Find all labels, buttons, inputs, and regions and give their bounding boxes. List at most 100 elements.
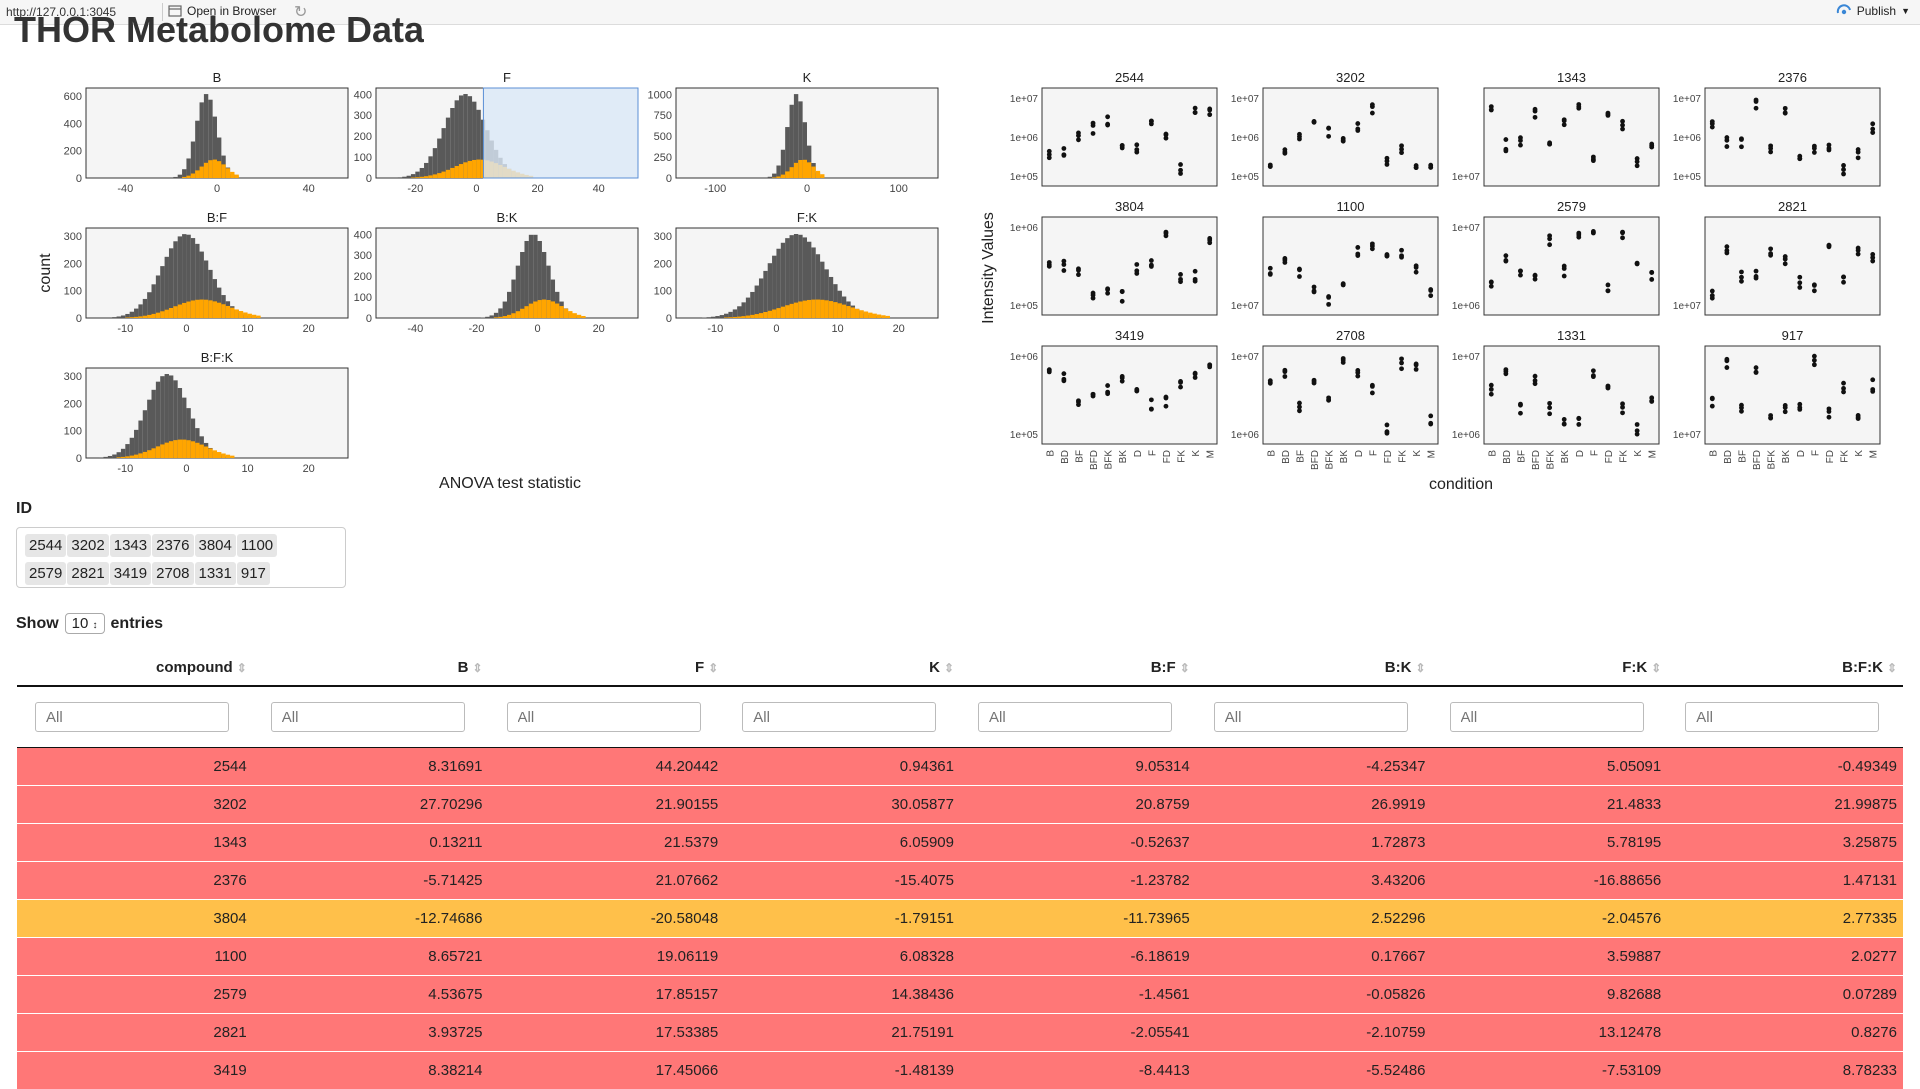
column-header-k[interactable]: K⇕ [724,649,960,686]
histogram-bar [481,317,485,318]
histogram-bar [715,316,719,318]
panel-background [1484,346,1659,444]
brush-selection[interactable] [483,88,638,178]
column-header-fk[interactable]: F:K⇕ [1432,649,1668,686]
table-cell: 3.25875 [1667,824,1903,862]
data-point [1326,395,1331,400]
sort-icon[interactable]: ⇕ [1651,661,1661,675]
id-chip-1100[interactable]: 1100 [237,534,277,557]
data-point [1134,142,1139,147]
entries-select[interactable]: 10 ↕ [65,613,105,634]
data-point [1768,246,1773,251]
column-filter-input-b[interactable] [271,702,465,732]
column-header-bk[interactable]: B:K⇕ [1196,649,1432,686]
id-chip-2579[interactable]: 2579 [25,562,66,585]
id-chip-2544[interactable]: 2544 [25,534,66,557]
data-point [1134,150,1139,155]
data-point [1562,122,1567,127]
data-point [1061,146,1066,151]
id-chip-2821[interactable]: 2821 [67,562,108,585]
column-filter-input-compound[interactable] [35,702,229,732]
tick-label: D [1354,450,1365,457]
tick-label: -10 [707,323,723,335]
tick-label: 40 [303,183,315,195]
column-filter-input-fk[interactable] [1450,702,1644,732]
table-cell: -4.25347 [1196,748,1432,786]
sort-icon[interactable]: ⇕ [1887,661,1897,675]
data-point [1812,150,1817,155]
sort-icon[interactable]: ⇕ [1415,661,1425,675]
id-chip-3202[interactable]: 3202 [67,534,108,557]
sort-icon[interactable]: ⇕ [1180,661,1190,675]
data-point [1091,131,1096,136]
histogram-subset-bar [226,455,230,458]
id-chip-917[interactable]: 917 [237,562,270,585]
histogram-subset-bar [538,300,542,318]
data-point [1635,163,1640,168]
histogram-subset-bar [798,160,802,178]
data-point [1503,367,1508,372]
data-point [1312,285,1317,290]
data-point [1870,387,1875,392]
data-point [1134,262,1139,267]
tick-label: 100 [64,426,82,438]
sort-icon[interactable]: ⇕ [237,661,247,675]
histogram-subset-bar [234,309,238,318]
histogram-subset-bar [130,456,134,458]
histogram-subset-bar [886,316,890,318]
tick-label: -20 [407,183,423,195]
column-header-b[interactable]: B⇕ [253,649,489,686]
id-chip-2376[interactable]: 2376 [152,534,193,557]
data-point [1370,241,1375,246]
sort-icon[interactable]: ⇕ [708,661,718,675]
id-chip-3419[interactable]: 3419 [110,562,151,585]
data-point [1297,132,1302,137]
table-cell: 6.05909 [724,824,960,862]
data-point [1547,411,1552,416]
histogram-subset-bar [204,300,208,318]
data-point [1164,230,1169,235]
histogram-subset-bar [846,306,850,318]
id-chip-2708[interactable]: 2708 [152,562,193,585]
data-point [1503,147,1508,152]
data-point [1091,291,1096,296]
data-point [1312,290,1317,295]
column-filter-input-bk[interactable] [1214,702,1408,732]
column-header-bf[interactable]: B:F⇕ [960,649,1196,686]
sort-icon[interactable]: ⇕ [472,661,482,675]
column-filter-input-k[interactable] [742,702,936,732]
chevron-down-icon[interactable]: ▼ [1901,6,1910,16]
id-chip-1331[interactable]: 1331 [195,562,236,585]
histogram-subset-bar [173,306,177,318]
data-point [1207,240,1212,245]
data-point [1768,146,1773,151]
sort-icon[interactable]: ⇕ [944,661,954,675]
id-chip-3804[interactable]: 3804 [195,534,236,557]
column-header-f[interactable]: F⇕ [489,649,725,686]
tick-label: 10 [241,463,253,475]
tick-label: F [1147,450,1158,456]
column-header-compound[interactable]: compound⇕ [17,649,253,686]
table-cell: 19.06119 [489,938,725,976]
column-header-bfk[interactable]: B:F:K⇕ [1667,649,1903,686]
id-chip-1343[interactable]: 1343 [110,534,151,557]
histogram-subset-bar [781,307,785,318]
publish-button[interactable]: Publish ▼ [1836,4,1910,18]
column-filter-input-bf[interactable] [978,702,1172,732]
tick-label: BK [1339,450,1350,464]
column-filter-input-bfk[interactable] [1685,702,1879,732]
panel-title: 2544 [1115,70,1144,85]
column-filter-input-f[interactable] [507,702,701,732]
histogram-subset-bar [221,304,225,318]
